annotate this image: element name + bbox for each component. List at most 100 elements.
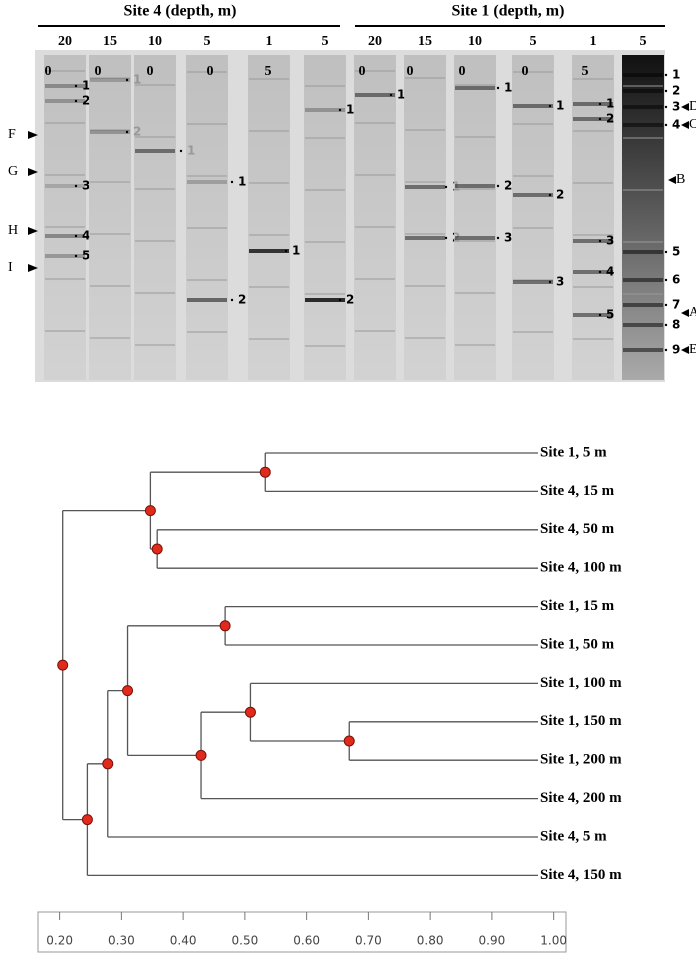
band (455, 86, 495, 90)
faint-band (623, 293, 663, 295)
faint-band (45, 174, 85, 176)
band-label: 2 (606, 112, 614, 126)
faint-band (355, 174, 395, 176)
lane (622, 55, 664, 380)
band-label: 8 (672, 318, 680, 332)
band (623, 278, 663, 282)
band-dot (74, 184, 78, 188)
band (573, 313, 613, 317)
marker-arrow (681, 103, 689, 111)
faint-band (90, 285, 130, 287)
band-dot (496, 86, 500, 90)
node (122, 685, 134, 697)
lane-depth: 15 (103, 34, 117, 49)
band-label: 7 (672, 298, 680, 312)
faint-band (623, 85, 663, 87)
lane (304, 55, 346, 380)
lane (572, 55, 614, 380)
band (623, 323, 663, 327)
band-label: 1 (292, 244, 300, 258)
faint-band (513, 227, 553, 229)
faint-band (455, 136, 495, 138)
lane-depth: 10 (148, 34, 162, 49)
band-dot (179, 149, 183, 153)
x-tick-label: 0.60 (293, 934, 320, 948)
band-dot (664, 123, 668, 127)
faint-band (573, 130, 613, 132)
faint-band (90, 129, 130, 131)
lane-depth: 5 (530, 34, 537, 49)
band-dot (664, 89, 668, 93)
faint-band (90, 337, 130, 339)
band-label: 1 (504, 81, 512, 95)
node (151, 543, 163, 555)
band-dot (230, 298, 234, 302)
lane-depth: 1 (266, 34, 273, 49)
group-title: Site 1 (depth, m) (452, 3, 565, 20)
band (513, 280, 553, 284)
faint-band (90, 233, 130, 235)
faint-band (187, 71, 227, 73)
lane (134, 55, 176, 380)
band (45, 184, 85, 188)
faint-band (249, 338, 289, 340)
marker-label: H (8, 223, 18, 238)
lane-depth: 20 (58, 34, 72, 49)
band (623, 89, 663, 93)
faint-band (45, 122, 85, 124)
band-dot (664, 323, 668, 327)
faint-band (513, 123, 553, 125)
band (623, 73, 663, 77)
band-label: 1 (346, 103, 354, 117)
faint-band (455, 240, 495, 242)
faint-band (355, 70, 395, 72)
band-dot (496, 184, 500, 188)
marker-label: B (676, 172, 685, 187)
faint-band (135, 188, 175, 190)
band-dot (338, 108, 342, 112)
band (573, 270, 613, 274)
faint-band (135, 344, 175, 346)
band-dot (598, 313, 602, 317)
band-label: 3 (504, 231, 512, 245)
marker-label: I (8, 260, 13, 275)
lane-depth: 5 (322, 34, 329, 49)
band (623, 348, 663, 352)
faint-band (513, 331, 553, 333)
band-dot (125, 78, 129, 82)
band-dot (664, 250, 668, 254)
marker-arrow (668, 176, 676, 184)
faint-band (623, 137, 663, 139)
leaf-label: Site 4, 15 m (540, 483, 615, 499)
marker-arrow (28, 264, 38, 272)
band-dot (74, 234, 78, 238)
band (90, 78, 130, 82)
node (244, 706, 256, 718)
band-dot (125, 130, 129, 134)
faint-band (405, 77, 445, 79)
faint-band (45, 278, 85, 280)
lane-time: 0 (207, 64, 214, 79)
node (259, 466, 271, 478)
band-label: 2 (672, 84, 680, 98)
band-dot (444, 236, 448, 240)
faint-band (405, 181, 445, 183)
band-dot (496, 236, 500, 240)
band-label: 3 (556, 275, 564, 289)
faint-band (405, 233, 445, 235)
band (573, 102, 613, 106)
band-label: 3 (606, 234, 614, 248)
band (623, 123, 663, 127)
lane-time: 0 (147, 64, 154, 79)
faint-band (405, 285, 445, 287)
band-dot (74, 84, 78, 88)
lane-depth: 1 (590, 34, 597, 49)
group-title: Site 4 (depth, m) (124, 3, 237, 20)
leaf-label: Site 1, 100 m (540, 675, 622, 691)
faint-band (135, 240, 175, 242)
faint-band (249, 182, 289, 184)
band-dot (664, 303, 668, 307)
lane-time: 0 (45, 64, 52, 79)
band (305, 108, 345, 112)
band (355, 93, 395, 97)
